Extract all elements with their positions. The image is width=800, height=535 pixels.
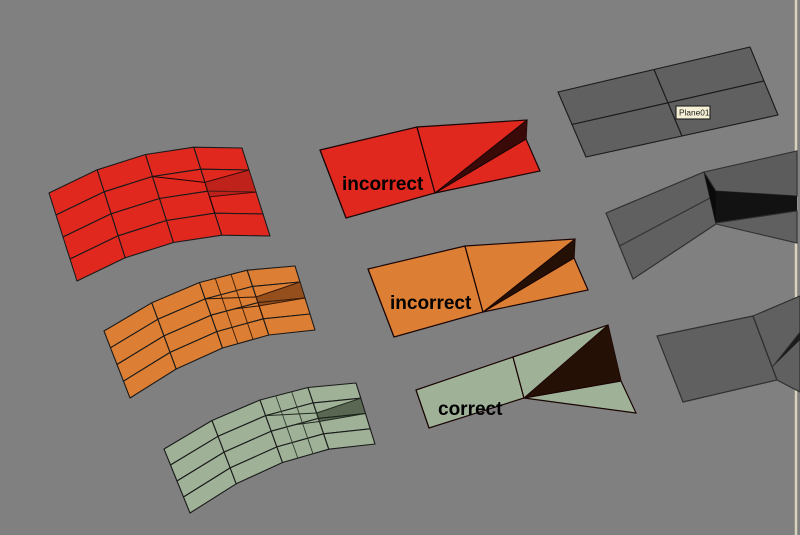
svg-text:correct: correct bbox=[438, 399, 503, 420]
svg-text:incorrect: incorrect bbox=[390, 293, 472, 314]
svg-text:Plane01: Plane01 bbox=[679, 108, 710, 118]
svg-text:incorrect: incorrect bbox=[342, 174, 424, 195]
